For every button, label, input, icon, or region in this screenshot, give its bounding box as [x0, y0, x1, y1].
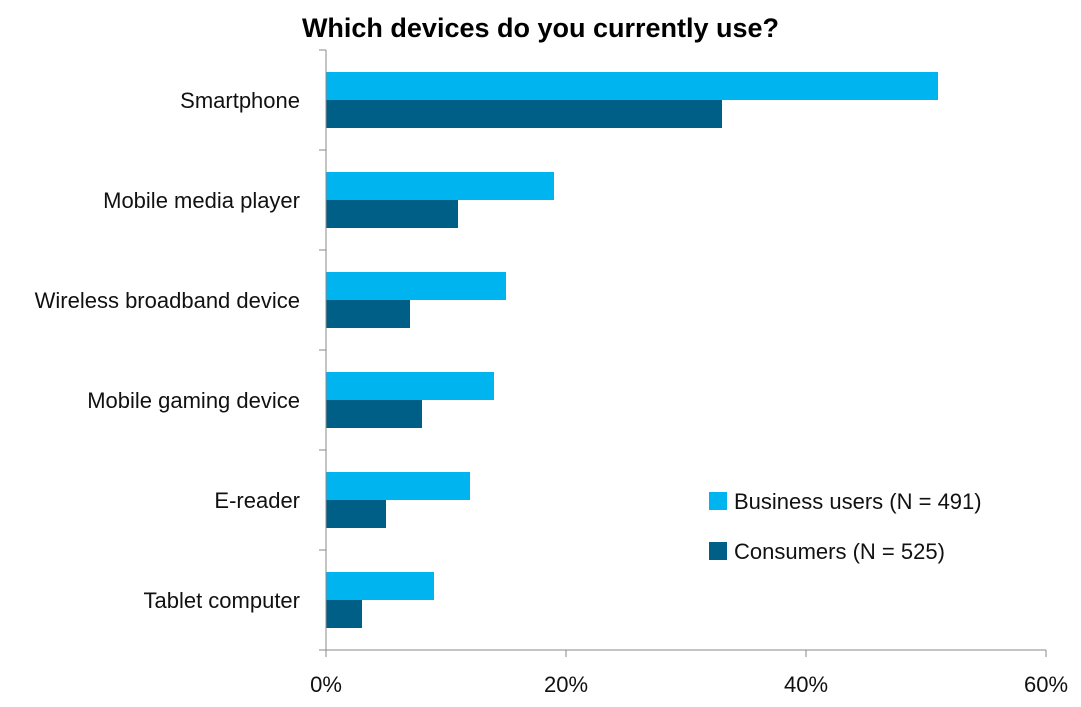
- bar-consumers-5: [326, 600, 362, 628]
- bar-consumers-0: [326, 100, 722, 128]
- legend-label-business: Business users (N = 491): [734, 489, 982, 514]
- category-label: Mobile media player: [103, 188, 300, 213]
- x-tick-label: 60%: [1024, 672, 1068, 697]
- category-label: Mobile gaming device: [87, 388, 300, 413]
- bar-business-2: [326, 272, 506, 300]
- bar-business-5: [326, 572, 434, 600]
- x-tick-label: 0%: [310, 672, 342, 697]
- axes-layer: [319, 49, 1047, 657]
- bar-consumers-3: [326, 400, 422, 428]
- bar-business-0: [326, 72, 938, 100]
- bar-consumers-1: [326, 200, 458, 228]
- x-tick-label: 40%: [784, 672, 828, 697]
- labels-layer: Smartphone Mobile media player Wireless br…: [35, 88, 1068, 697]
- bar-consumers-2: [326, 300, 410, 328]
- legend: Business users (N = 491) Consumers (N = 5…: [709, 489, 982, 564]
- x-tick-label: 20%: [544, 672, 588, 697]
- category-label: Smartphone: [180, 88, 300, 113]
- legend-label-consumers: Consumers (N = 525): [734, 539, 945, 564]
- category-label: Wireless broadband device: [35, 288, 300, 313]
- bar-business-3: [326, 372, 494, 400]
- legend-swatch-consumers: [709, 542, 727, 560]
- chart-title: Which devices do you currently use?: [301, 13, 780, 43]
- legend-swatch-business: [709, 492, 727, 510]
- bar-consumers-4: [326, 500, 386, 528]
- bars-layer: [326, 72, 938, 628]
- category-label: E-reader: [214, 488, 300, 513]
- bar-business-1: [326, 172, 554, 200]
- bar-business-4: [326, 472, 470, 500]
- category-label: Tablet computer: [143, 588, 300, 613]
